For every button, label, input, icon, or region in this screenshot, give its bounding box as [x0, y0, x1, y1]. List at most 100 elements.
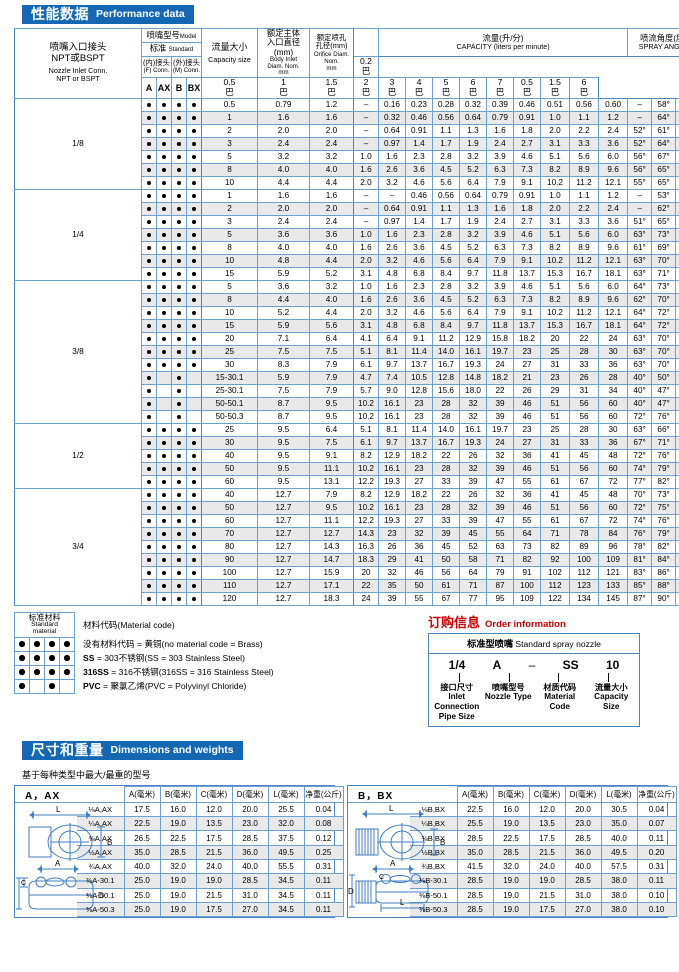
dimension-l: 40.0 [600, 830, 638, 846]
capacity-value: 50 [405, 578, 433, 593]
table-row: 90 12.7 14.7 18.3 29 41 50 58 71 82 92 100 109 81° 84°… [15, 552, 679, 567]
spray-angle-value: 74° [675, 487, 679, 502]
spray-angle-value: 67° [627, 435, 653, 450]
model-dot-B [171, 253, 187, 268]
model-dot-B [171, 383, 187, 398]
capacity-value: 32 [405, 526, 433, 541]
capacity-value: 48 [597, 448, 629, 463]
capacity-value: 82 [513, 552, 541, 567]
dimension-l: 32.0 [267, 816, 305, 832]
body-inlet-cell: 3.2 [257, 149, 310, 164]
capacity-value: 112 [569, 565, 599, 580]
spray-angle-value: 78° [627, 539, 653, 554]
orifice-cell: 5.2 [309, 266, 354, 281]
orifice-cell: 7.9 [309, 370, 354, 385]
spray-angle-value: 69° [675, 123, 679, 138]
spray-angle-value: 61° [651, 123, 677, 138]
table-row: 60 12.7 11.1 12.2 19.3 27 33 39 47 55 61 67 72 74° 76°… [15, 513, 679, 528]
spray-angle-value: 86° [651, 565, 677, 580]
capacity-value: 11.4 [405, 344, 433, 359]
spray-angle-value: 71° [675, 201, 679, 216]
capacity-value: 33 [569, 435, 599, 450]
capacity-value: 27 [513, 435, 541, 450]
capacity-value: 55 [513, 513, 541, 528]
header-capacity-size: 流量大小 Capacity size [201, 27, 258, 79]
dimensions-model: ⅜B-30.1 [410, 873, 458, 889]
model-dot-B [171, 513, 187, 528]
spray-angle-value: 40° [627, 370, 653, 385]
capacity-value: 32 [459, 409, 487, 424]
model-dot-A [141, 292, 157, 307]
capacity-value: 23 [513, 344, 541, 359]
capacity-value: 39 [486, 461, 514, 476]
capacity-value: 51 [540, 461, 570, 476]
model-dot-B [171, 422, 187, 437]
model-dot-AX [156, 409, 172, 424]
orifice-cell: 3.2 [309, 279, 354, 294]
dimension-a: 28.5 [456, 887, 494, 903]
model-dot-A [141, 240, 157, 255]
header-model-col-AX: AX [156, 77, 172, 99]
capacity-value: 72 [597, 474, 629, 489]
model-dot-A [141, 253, 157, 268]
dimension-l: 37.5 [267, 830, 305, 846]
capacity-value: 23 [513, 422, 541, 437]
dimension-weight: 0.10 [636, 901, 677, 918]
capacity-value: 67 [569, 474, 599, 489]
capacity-value: 22 [432, 448, 460, 463]
capacity-value: 1.0 [540, 188, 570, 203]
capacity-value: 145 [597, 591, 629, 606]
order-title: 订购信息 Order information [428, 612, 669, 631]
spray-angle-value: 40° [627, 396, 653, 411]
model-dot-A [141, 110, 157, 125]
capacity-value: 67 [432, 591, 460, 606]
capacity-value: 6.8 [405, 318, 433, 333]
dimension-l: 25.5 [267, 801, 305, 818]
orifice-cell: 4.4 [309, 305, 354, 320]
capacity-value: 25 [540, 422, 570, 437]
header-model-col-BX: BX [186, 77, 202, 99]
order-code-dash: – [528, 657, 536, 672]
capacity-value: 14.3 [353, 526, 379, 541]
spray-angle-value: 70° [651, 357, 677, 372]
capacity-value: 5.6 [432, 305, 460, 320]
capacity-value: 36 [513, 487, 541, 502]
dimension-l: 49.5 [267, 844, 305, 860]
model-dot-A [141, 123, 157, 138]
orifice-cell: 1.6 [309, 188, 354, 203]
spray-angle-value: 76° [651, 448, 677, 463]
capacity-value: 71 [486, 552, 514, 567]
capacity-size-cell: 25 [201, 344, 258, 359]
spray-angle-value: 64° [627, 279, 653, 294]
model-dot-B [171, 396, 187, 411]
capacity-value: 2.6 [378, 162, 406, 177]
capacity-value: 50 [432, 552, 460, 567]
body-inlet-cell: 12.7 [257, 513, 310, 528]
capacity-value: 2.7 [513, 136, 541, 151]
performance-banner-wrap: 性能数据 Performance data [0, 0, 679, 28]
tick-2 [508, 672, 510, 682]
dimension-a: 28.5 [456, 901, 494, 918]
orifice-cell: 9.5 [309, 396, 354, 411]
spray-angle-value: 70° [651, 253, 677, 268]
capacity-value: 36 [405, 539, 433, 554]
capacity-value: 45 [459, 526, 487, 541]
dimension-b: 19.0 [159, 816, 197, 832]
material-description: 没有材料代码 = 黄铜(no material code = Brass) [83, 639, 263, 650]
model-dot-BX [186, 578, 202, 593]
orifice-cell: 4.4 [309, 175, 354, 190]
capacity-value: 55 [405, 591, 433, 606]
model-dot-A [141, 565, 157, 580]
dimension-weight: 0.11 [636, 830, 677, 846]
capacity-value: 29 [378, 552, 406, 567]
capacity-value: 9.6 [597, 162, 629, 177]
capacity-value: 100 [513, 578, 541, 593]
capacity-value: 1.0 [540, 110, 570, 125]
header-angle-pressure-1: 1.5 巴 [540, 77, 570, 99]
model-dot-A [141, 357, 157, 372]
capacity-value: 16.1 [378, 409, 406, 424]
capacity-value: 31 [540, 435, 570, 450]
capacity-value: 15.3 [540, 266, 570, 281]
capacity-value: 22 [569, 331, 599, 346]
